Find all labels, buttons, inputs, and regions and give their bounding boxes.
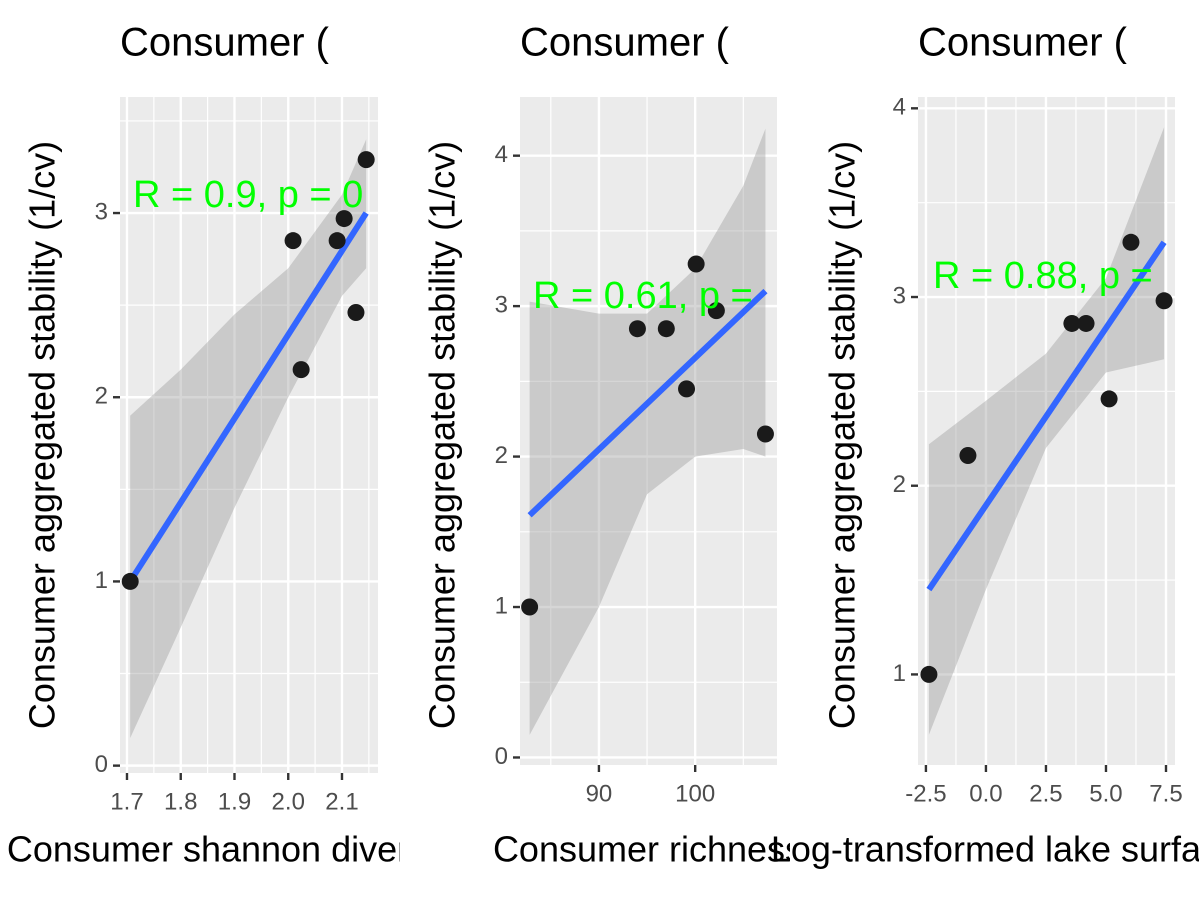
x-tick-label: 90 [586, 780, 613, 807]
point [328, 232, 346, 250]
point [1100, 390, 1118, 408]
annotation: R = 0.61, p = [533, 275, 753, 317]
plot-content [521, 128, 774, 735]
x-tick-label: 100 [675, 780, 715, 807]
point [1063, 314, 1081, 332]
x-tick-label: 7.5 [1149, 780, 1182, 807]
y-tick-label: 1 [95, 567, 108, 594]
x-tick-label: -2.5 [905, 780, 946, 807]
point [357, 151, 375, 169]
plot-area [918, 97, 1175, 765]
point [1077, 314, 1095, 332]
point [920, 665, 938, 683]
plot-area [520, 97, 777, 765]
plot-area [120, 97, 378, 773]
point [707, 302, 725, 320]
y-tick-label: 4 [495, 141, 508, 168]
x-tick-label: 1.7 [110, 788, 143, 815]
fit-line [127, 211, 369, 584]
x-axis-title: Log-transformed lake surface area [771, 829, 1199, 870]
y-tick-label: 3 [893, 282, 906, 309]
y-tick-label: 1 [495, 592, 508, 619]
x-tick-label: 2.5 [1029, 780, 1062, 807]
y-tick-label: 0 [495, 743, 508, 770]
point [521, 598, 539, 616]
confidence-band [130, 139, 367, 739]
confidence-band [529, 128, 766, 735]
x-tick-label: 1.9 [218, 788, 251, 815]
point [1155, 292, 1173, 310]
y-axis-title: Consumer aggregated stability (1/cv) [822, 141, 863, 729]
point [1122, 233, 1140, 251]
plot-content [920, 127, 1173, 735]
panel-title: Consumer ( [120, 21, 330, 65]
point [657, 320, 675, 338]
y-tick-label: 3 [95, 198, 108, 225]
panel-title: Consumer ( [918, 21, 1128, 65]
point [756, 425, 774, 443]
y-tick-label: 1 [893, 660, 906, 687]
x-tick-label: 2.1 [325, 788, 358, 815]
y-tick-label: 0 [95, 751, 108, 778]
confidence-band [928, 127, 1165, 735]
point [284, 232, 302, 250]
point [687, 255, 705, 273]
point [121, 572, 139, 590]
y-axis-title: Consumer aggregated stability (1/cv) [422, 141, 463, 729]
y-tick-label: 4 [893, 94, 906, 121]
annotation: R = 0.9, p = 0 [133, 174, 363, 216]
panel: -2.5 0.0 2.5 5.0 7.5 1 2 3 4 R = 0.88, p = Consume… [771, 21, 1199, 870]
x-axis-title: Consumer shannon diversity [7, 829, 463, 870]
x-tick-label: 2.0 [272, 788, 305, 815]
fit-line [926, 240, 1167, 592]
x-tick-label: 1.8 [164, 788, 197, 815]
fit-line [527, 288, 768, 518]
panel: 90 100 0 1 2 3 4 R = 0.61, p = Consumer ( Consume… [422, 21, 803, 870]
point [628, 320, 646, 338]
panel-title: Consumer ( [520, 21, 730, 65]
annotation: R = 0.88, p = [933, 255, 1153, 297]
y-axis-title: Consumer aggregated stability (1/cv) [22, 141, 63, 729]
x-tick-label: 5.0 [1089, 780, 1122, 807]
panel: 1.7 1.8 1.9 2.0 2.1 0 1 2 3 R = 0.9, p = 0 Consume… [7, 21, 463, 870]
point [959, 447, 977, 465]
plot-background [520, 97, 777, 765]
point [292, 361, 310, 379]
x-axis-title: Consumer richness [493, 829, 803, 870]
y-tick-label: 2 [95, 383, 108, 410]
point [335, 210, 353, 228]
y-tick-label: 2 [495, 442, 508, 469]
x-tick-label: 0.0 [969, 780, 1002, 807]
y-tick-label: 2 [893, 471, 906, 498]
point [347, 304, 365, 322]
plot-background [120, 97, 378, 773]
plot-content [121, 139, 375, 739]
point [678, 380, 696, 398]
y-tick-label: 3 [495, 291, 508, 318]
